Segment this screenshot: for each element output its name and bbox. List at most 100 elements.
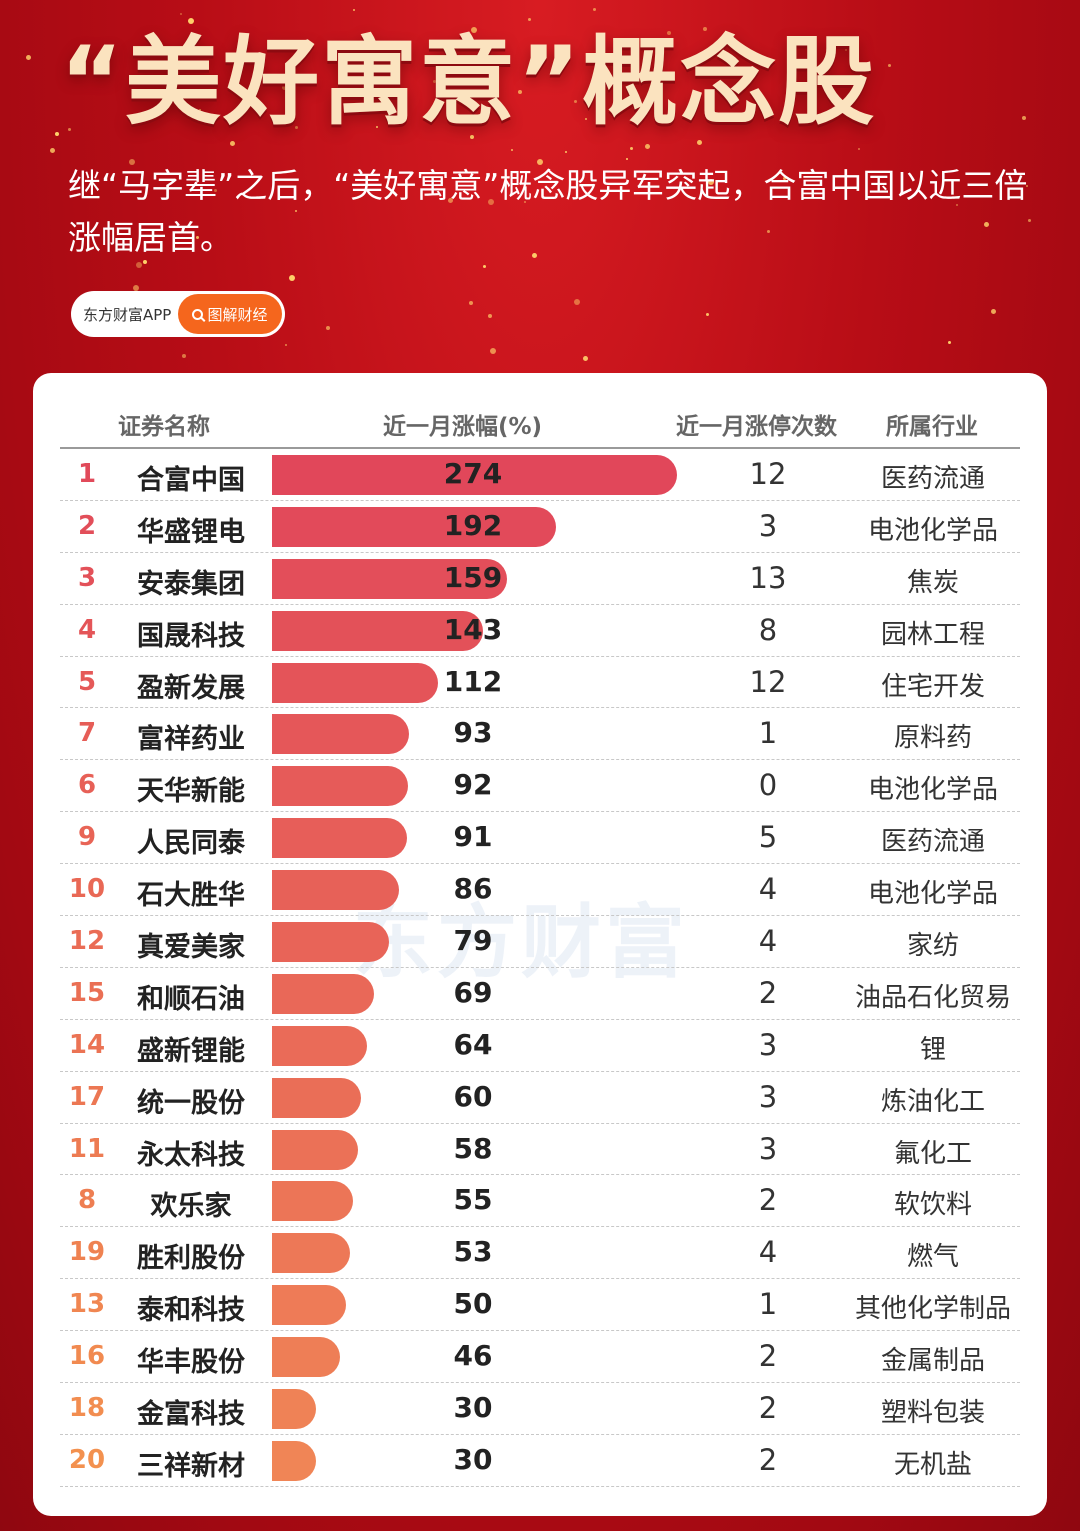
sparkle	[948, 341, 951, 344]
limit-up-count: 5	[758, 820, 778, 855]
sparkle	[469, 301, 473, 305]
stock-name: 合富中国	[137, 465, 245, 496]
table-header: 证券名称 近一月涨幅(%) 近一月涨停次数 所属行业	[33, 373, 1047, 449]
sparkle	[574, 299, 580, 305]
limit-up-count: 4	[758, 924, 778, 959]
sparkle	[295, 210, 297, 212]
sparkle	[524, 201, 526, 203]
gain-bar	[272, 818, 407, 859]
table-row: 1 合富中国 274 12 医药流通	[33, 449, 1047, 501]
industry-label: 焦炭	[906, 567, 959, 598]
limit-up-count: 2	[758, 1183, 778, 1218]
industry-label: 其他化学制品	[854, 1294, 1011, 1325]
brand-name: 东方财富APP	[83, 305, 172, 324]
limit-up-count: 4	[758, 1235, 778, 1270]
rank-label: 2	[77, 510, 97, 541]
gain-value: 112	[443, 664, 503, 698]
sparkle	[518, 90, 522, 94]
sparkle	[645, 144, 650, 149]
sparkle	[697, 140, 702, 145]
sparkle	[537, 159, 543, 165]
sparkle	[574, 100, 577, 103]
watermark: 东方财富	[353, 896, 689, 989]
gain-value: 274	[443, 457, 503, 490]
table-row: 14 盛新锂能 64 3 锂	[33, 1020, 1047, 1072]
gain-bar	[272, 1233, 351, 1274]
sparkle	[708, 179, 714, 185]
stock-name: 三祥新材	[137, 1450, 245, 1482]
sparkle	[1022, 116, 1026, 120]
limit-up-count: 3	[758, 1027, 778, 1062]
limit-up-count: 8	[758, 612, 778, 647]
stock-name: 永太科技	[137, 1139, 245, 1171]
gain-bar	[272, 1025, 367, 1066]
industry-label: 油品石化贸易	[854, 982, 1011, 1013]
gain-value: 30	[453, 1442, 493, 1476]
stock-name: 天华新能	[137, 776, 245, 808]
gain-bar	[272, 714, 410, 755]
limit-up-count: 3	[758, 508, 778, 543]
industry-label: 塑料包装	[880, 1398, 985, 1429]
sparkle	[488, 199, 494, 205]
sparkle	[55, 132, 59, 136]
table-row: 3 安泰集团 159 13 焦炭	[33, 553, 1047, 605]
sparkle	[353, 9, 355, 11]
gain-bar	[272, 506, 556, 547]
limit-up-count: 3	[758, 1079, 778, 1114]
limit-up-count: 13	[749, 560, 787, 595]
table-row: 16 华丰股份 46 2 金属制品	[33, 1331, 1047, 1383]
stock-name: 统一股份	[137, 1087, 245, 1119]
gain-bar	[272, 610, 484, 651]
table-row: 4 国晟科技 143 8 园林工程	[33, 605, 1047, 657]
limit-up-count: 12	[749, 457, 787, 491]
search-icon	[192, 308, 204, 320]
gain-value: 69	[453, 975, 493, 1009]
limit-up-count: 2	[758, 1339, 778, 1374]
gain-value: 86	[453, 872, 493, 906]
industry-label: 无机盐	[893, 1449, 972, 1480]
gain-value: 55	[453, 1183, 493, 1217]
limit-up-count: 2	[758, 1442, 778, 1477]
stock-name: 国晟科技	[137, 620, 245, 652]
sparkle	[488, 314, 492, 318]
stock-name: 富祥药业	[137, 724, 245, 756]
rank-label: 11	[68, 1133, 106, 1164]
limit-up-count: 2	[758, 1391, 778, 1426]
sparkle	[50, 148, 55, 153]
rank-label: 3	[77, 562, 97, 593]
sparkle	[532, 253, 537, 258]
table-row: 19 胜利股份 53 4 燃气	[33, 1227, 1047, 1280]
table-body: 1 合富中国 274 12 医药流通 2 华盛锂电 192 3 电池化学品 3 安泰集团 159 13 焦炭…	[33, 449, 1047, 1487]
gain-value: 53	[453, 1235, 493, 1269]
gain-value: 143	[443, 612, 503, 646]
rank-label: 19	[68, 1237, 106, 1268]
col-header-pct: 近一月涨幅(%)	[383, 414, 543, 440]
sparkle	[956, 204, 958, 206]
rank-label: 10	[68, 874, 106, 905]
table-row: 9 人民同泰 91 5 医药流通	[33, 812, 1047, 865]
sparkle	[133, 285, 139, 291]
sparkle	[858, 148, 860, 150]
gain-value: 60	[453, 1079, 493, 1113]
gain-bar	[272, 766, 408, 807]
stock-name: 泰和科技	[137, 1295, 245, 1327]
sparkle	[583, 356, 588, 361]
industry-label: 住宅开发	[880, 671, 985, 702]
sparkle	[196, 236, 199, 239]
industry-label: 电池化学品	[867, 775, 998, 806]
sparkle	[490, 348, 496, 354]
industry-label: 家纺	[906, 931, 959, 962]
gain-value: 192	[443, 508, 503, 542]
industry-label: 金属制品	[880, 1346, 985, 1377]
sparkle	[145, 80, 149, 84]
gain-bar	[272, 922, 389, 963]
sparkle	[630, 147, 633, 150]
gain-value: 50	[453, 1287, 493, 1321]
sparkle	[706, 313, 709, 316]
sparkle	[511, 149, 513, 151]
rank-label: 16	[68, 1341, 106, 1372]
page-subtitle: 继“马字辈”之后，“美好寓意”概念股异军突起，合富中国以近三倍涨幅居首。	[68, 166, 1028, 257]
stock-name: 真爱美家	[137, 932, 245, 964]
stock-name: 胜利股份	[137, 1243, 245, 1275]
